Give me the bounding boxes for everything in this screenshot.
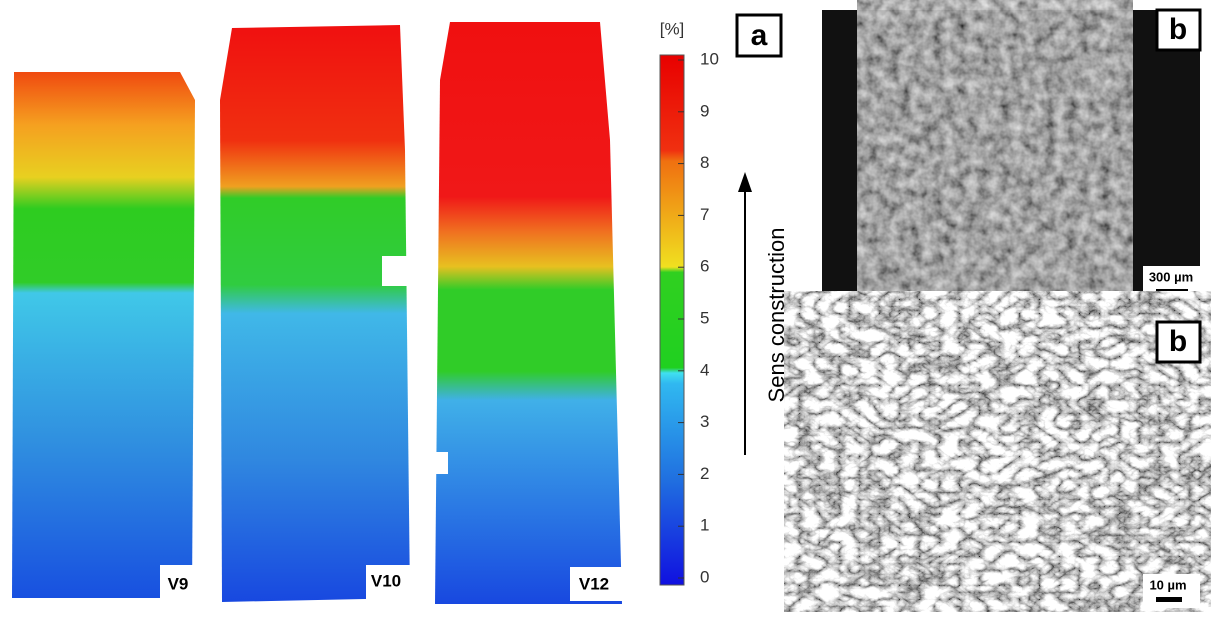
strain-map: [435, 22, 622, 604]
colorbar-tick-label: 3: [700, 412, 709, 431]
colorbar-tick-label: 0: [700, 567, 709, 586]
panel-label: b: [1169, 13, 1187, 46]
colorbar-unit: [%]: [660, 19, 685, 38]
map-label: V10: [371, 571, 401, 590]
colorbar-tick-label: 7: [700, 205, 709, 224]
scale-bar: [1156, 597, 1182, 602]
arrow-head: [738, 172, 752, 192]
mask: [382, 256, 412, 286]
sem-image: [822, 320, 1200, 608]
arrow-label: Sens construction: [764, 228, 789, 403]
colorbar: [659, 54, 685, 586]
label-box: [160, 565, 198, 599]
panel-label-box: [1155, 320, 1202, 364]
colorbar-tick-label: 10: [700, 49, 719, 68]
colorbar-tick-label: 9: [700, 101, 709, 120]
panel-label: a: [751, 19, 768, 52]
scale-bar: [1156, 289, 1188, 294]
panel-label-box: [735, 13, 783, 58]
colorbar-tick-label: 2: [700, 464, 709, 483]
scale-box: [1143, 266, 1200, 300]
scale-label: 300 µm: [1149, 269, 1193, 284]
colorbar-tick-label: 5: [700, 308, 709, 327]
mask: [430, 452, 448, 474]
colorbar-tick-label: 4: [700, 360, 709, 379]
colorbar-tick-label: 8: [700, 153, 709, 172]
label-box: [570, 567, 622, 601]
label-box: [366, 565, 410, 599]
colorbar-tick-label: 6: [700, 257, 709, 276]
map-label: V9: [168, 574, 189, 593]
scale-box: [1143, 574, 1200, 608]
panel-label-box: [1155, 8, 1202, 52]
strain-map: [12, 72, 195, 598]
strain-map: [220, 25, 410, 602]
panel-label: b: [1169, 325, 1187, 358]
colorbar-tick-label: 1: [700, 516, 709, 535]
sem-fracture: [880, 14, 1110, 286]
scale-label: 10 µm: [1149, 577, 1186, 592]
map-label: V12: [579, 574, 609, 593]
